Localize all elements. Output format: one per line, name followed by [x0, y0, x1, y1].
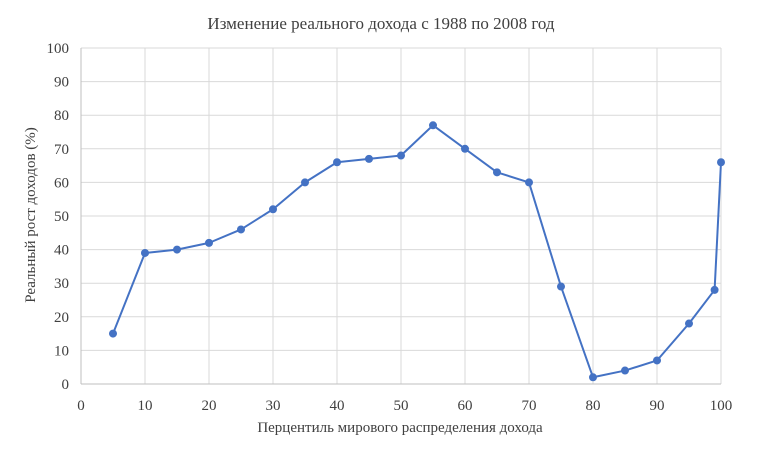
data-point: [333, 158, 341, 167]
axis-layer: [80, 48, 721, 385]
data-point: [237, 225, 245, 234]
data-point: [557, 282, 565, 291]
data-point: [685, 319, 693, 328]
x-tick-label: 90: [650, 398, 665, 414]
tick-labels: 0 10 20 30 40 50 60 70 80 90 100 0 10 20 30 40 50 60 70 80 9…: [47, 41, 733, 414]
data-point: [621, 366, 629, 375]
grid-layer: [81, 47, 722, 384]
data-point: [141, 248, 149, 257]
y-tick-label: 100: [47, 41, 70, 57]
y-tick-label: 50: [54, 209, 69, 225]
data-point: [397, 151, 405, 160]
x-tick-label: 80: [586, 398, 601, 414]
series-line: [112, 124, 722, 379]
data-point: [461, 144, 469, 153]
data-point: [173, 245, 181, 254]
x-tick-label: 20: [202, 398, 217, 414]
chart-title: Изменение реального дохода с 1988 по 200…: [207, 14, 555, 33]
x-tick-label: 0: [77, 398, 85, 414]
x-tick-label: 30: [266, 398, 281, 414]
data-point: [429, 121, 437, 130]
data-point: [589, 373, 597, 382]
y-tick-label: 80: [54, 108, 69, 124]
data-point: [525, 178, 533, 187]
data-point: [301, 178, 309, 187]
data-point: [653, 356, 661, 365]
x-tick-label: 50: [394, 398, 409, 414]
data-point: [109, 329, 117, 338]
y-axis-label: Реальный рост доходов (%): [23, 127, 39, 303]
data-point: [269, 205, 277, 214]
y-tick-label: 10: [54, 343, 69, 359]
data-point: [717, 158, 725, 167]
x-axis-label: Перцентиль мирового распределения дохода: [257, 420, 543, 436]
x-tick-label: 60: [458, 398, 473, 414]
y-tick-label: 0: [62, 377, 70, 393]
x-tick-label: 40: [330, 398, 345, 414]
y-tick-label: 60: [54, 175, 69, 191]
data-point: [493, 168, 501, 177]
x-tick-label: 10: [138, 398, 153, 414]
y-tick-label: 30: [54, 276, 69, 292]
x-tick-label: 100: [710, 398, 733, 414]
data-point: [205, 238, 213, 247]
y-tick-label: 70: [54, 142, 69, 158]
series-layer: [109, 121, 725, 382]
data-point: [710, 285, 719, 294]
x-tick-label: 70: [522, 398, 537, 414]
data-point: [365, 154, 373, 163]
y-tick-label: 40: [54, 243, 69, 259]
y-tick-label: 20: [54, 310, 69, 326]
y-tick-label: 90: [54, 75, 69, 91]
